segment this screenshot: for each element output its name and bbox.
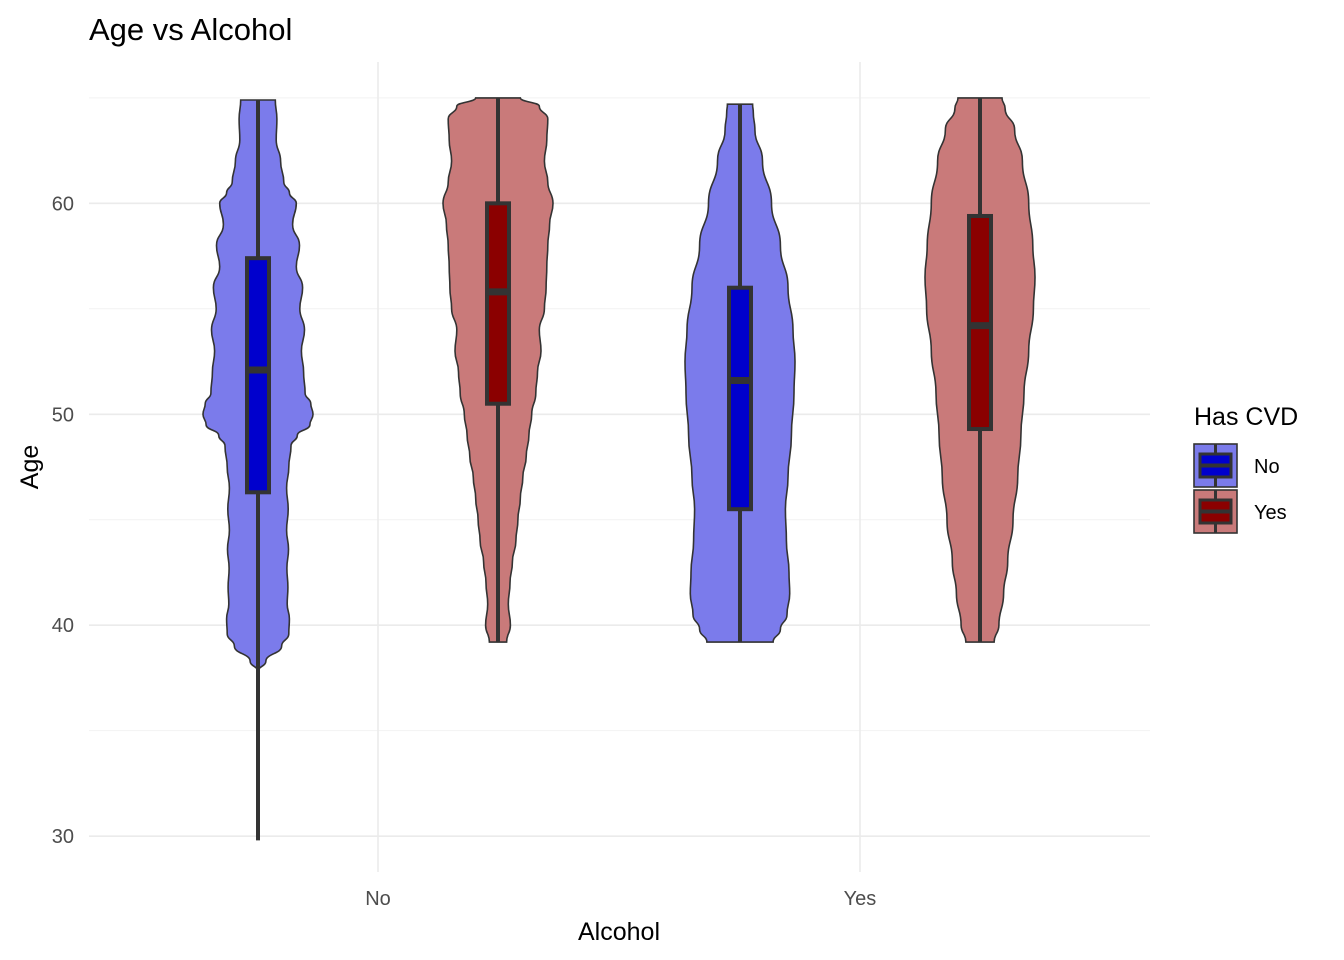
y-tick-label: 50 bbox=[52, 404, 74, 426]
x-axis-title: Alcohol bbox=[578, 918, 660, 946]
y-tick-label: 60 bbox=[52, 193, 74, 215]
legend-label-no: No bbox=[1254, 456, 1280, 478]
x-axis-ticks: No Yes bbox=[365, 888, 876, 910]
legend-title: Has CVD bbox=[1194, 403, 1298, 431]
y-tick-label: 30 bbox=[52, 826, 74, 848]
box-iqr bbox=[245, 256, 271, 495]
y-tick-label: 40 bbox=[52, 615, 74, 637]
y-axis-title: Age bbox=[16, 445, 44, 489]
y-axis-ticks: 30 40 50 60 bbox=[52, 193, 74, 848]
legend-label-yes: Yes bbox=[1254, 502, 1287, 524]
x-tick-label: No bbox=[365, 888, 391, 910]
box-iqr bbox=[485, 201, 511, 406]
legend: Has CVD No Yes bbox=[1193, 403, 1298, 534]
boxplot-layer bbox=[245, 97, 993, 841]
x-tick-label: Yes bbox=[844, 888, 877, 910]
box-iqr bbox=[727, 285, 753, 512]
violin-layer bbox=[202, 97, 1036, 672]
chart-title: Age vs Alcohol bbox=[89, 12, 292, 47]
